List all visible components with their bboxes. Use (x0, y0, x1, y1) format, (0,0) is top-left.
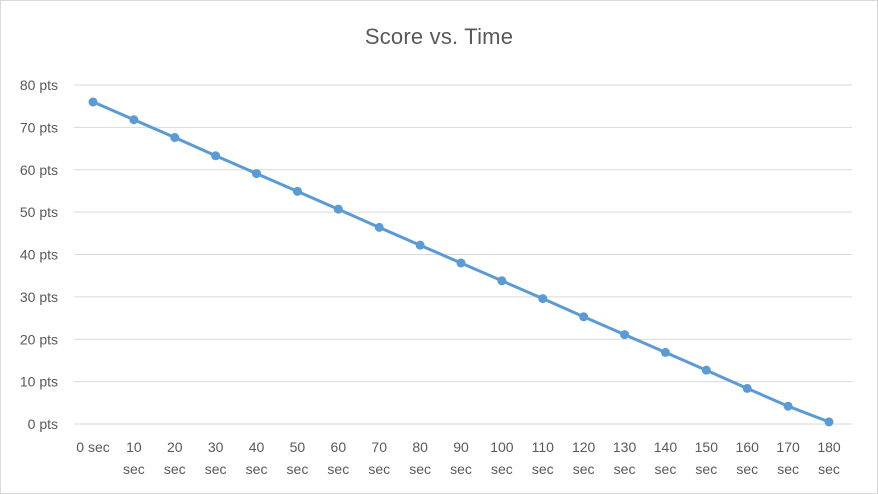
data-point (170, 133, 180, 143)
data-point (660, 347, 670, 357)
x-tick-label-line: 70 (371, 439, 387, 455)
data-point (579, 312, 589, 322)
data-point (783, 401, 793, 411)
x-tick-label: 120 sec (572, 439, 596, 477)
chart-title: Score vs. Time (364, 24, 514, 49)
y-tick-label: 60 pts (20, 162, 58, 178)
x-tick-label-line: sec (287, 461, 309, 477)
x-tick-label: 80 sec (409, 439, 431, 477)
x-tick-label-line: 110 (532, 439, 555, 455)
x-tick-label: 180 sec (817, 439, 841, 477)
x-tick-label: 140 sec (654, 439, 678, 477)
x-tick-label: 170 sec (776, 439, 800, 477)
data-point (129, 115, 139, 125)
x-tick-label-line: 40 (249, 439, 265, 455)
data-point (333, 204, 343, 214)
x-tick-label-line: sec (491, 461, 513, 477)
x-tick-label-line: 0 sec (76, 439, 109, 455)
data-point (538, 294, 548, 304)
data-point (620, 330, 630, 340)
x-tick-label: 110 sec (532, 439, 555, 477)
y-axis-ticks: 0 pts 10 pts 20 pts 30 pts 40 pts 50 pts 60 pt… (20, 77, 58, 432)
x-tick-label: 50 sec (287, 439, 309, 477)
x-tick-label-line: sec (818, 461, 840, 477)
x-tick-label-line: sec (695, 461, 717, 477)
x-tick-label: 150 sec (695, 439, 719, 477)
x-tick-label: 60 sec (327, 439, 349, 477)
y-tick-label: 20 pts (20, 331, 58, 347)
x-tick-label: 40 sec (246, 439, 268, 477)
series-layer (88, 97, 834, 427)
x-tick-label-line: sec (368, 461, 390, 477)
data-point (252, 169, 262, 179)
data-point (292, 186, 302, 196)
x-tick-label-line: sec (655, 461, 677, 477)
x-tick-label-line: 120 (572, 439, 596, 455)
y-tick-label: 0 pts (28, 416, 58, 432)
x-tick-label: 0 sec (76, 439, 109, 455)
x-tick-label-line: sec (327, 461, 349, 477)
x-tick-label: 100 sec (490, 439, 514, 477)
y-tick-label: 40 pts (20, 247, 58, 263)
x-tick-label-line: 30 (208, 439, 224, 455)
x-tick-label-line: sec (123, 461, 145, 477)
x-tick-label-line: 100 (490, 439, 514, 455)
y-tick-label: 30 pts (20, 289, 58, 305)
x-tick-label-line: 160 (736, 439, 760, 455)
x-tick-label: 90 sec (450, 439, 472, 477)
y-tick-label: 80 pts (20, 77, 58, 93)
data-point (415, 240, 425, 250)
gridlines (74, 84, 852, 425)
x-tick-label-line: 170 (776, 439, 800, 455)
y-tick-label: 10 pts (20, 374, 58, 390)
x-tick-label-line: 140 (654, 439, 678, 455)
x-tick-label: 160 sec (736, 439, 760, 477)
x-tick-label-line: 90 (453, 439, 469, 455)
x-tick-label: 130 sec (613, 439, 637, 477)
data-point (824, 417, 834, 427)
y-tick-label: 50 pts (20, 204, 58, 220)
data-point (456, 258, 466, 268)
x-tick-label: 70 sec (368, 439, 390, 477)
y-tick-label: 70 pts (20, 119, 58, 135)
data-point (88, 97, 98, 107)
x-tick-label-line: sec (164, 461, 186, 477)
x-tick-label-line: 130 (613, 439, 637, 455)
x-tick-label-line: sec (614, 461, 636, 477)
data-point (701, 365, 711, 375)
x-tick-label-line: 20 (167, 439, 183, 455)
x-tick-label-line: sec (450, 461, 472, 477)
data-point (211, 151, 221, 161)
x-tick-label-line: 60 (331, 439, 347, 455)
x-tick-label-line: 150 (695, 439, 719, 455)
x-tick-label-line: sec (246, 461, 268, 477)
x-tick-label-line: sec (532, 461, 554, 477)
data-point (742, 383, 752, 393)
x-tick-label-line: sec (409, 461, 431, 477)
data-point (497, 276, 507, 286)
x-tick-label-line: 180 (817, 439, 841, 455)
x-tick-label-line: sec (205, 461, 227, 477)
x-tick-label-line: 50 (290, 439, 306, 455)
x-tick-label-line: 80 (412, 439, 428, 455)
x-tick-label: 20 sec (164, 439, 186, 477)
x-tick-label-line: sec (573, 461, 595, 477)
x-axis-ticks: 0 sec 10 sec 20 sec 30 sec 40 sec 50 sec 60 sec 70 sec… (76, 439, 841, 477)
x-tick-label: 30 sec (205, 439, 227, 477)
x-tick-label-line: 10 (126, 439, 142, 455)
x-tick-label: 10 sec (123, 439, 145, 477)
x-tick-label-line: sec (777, 461, 799, 477)
x-tick-label-line: sec (736, 461, 758, 477)
data-point (374, 222, 384, 232)
